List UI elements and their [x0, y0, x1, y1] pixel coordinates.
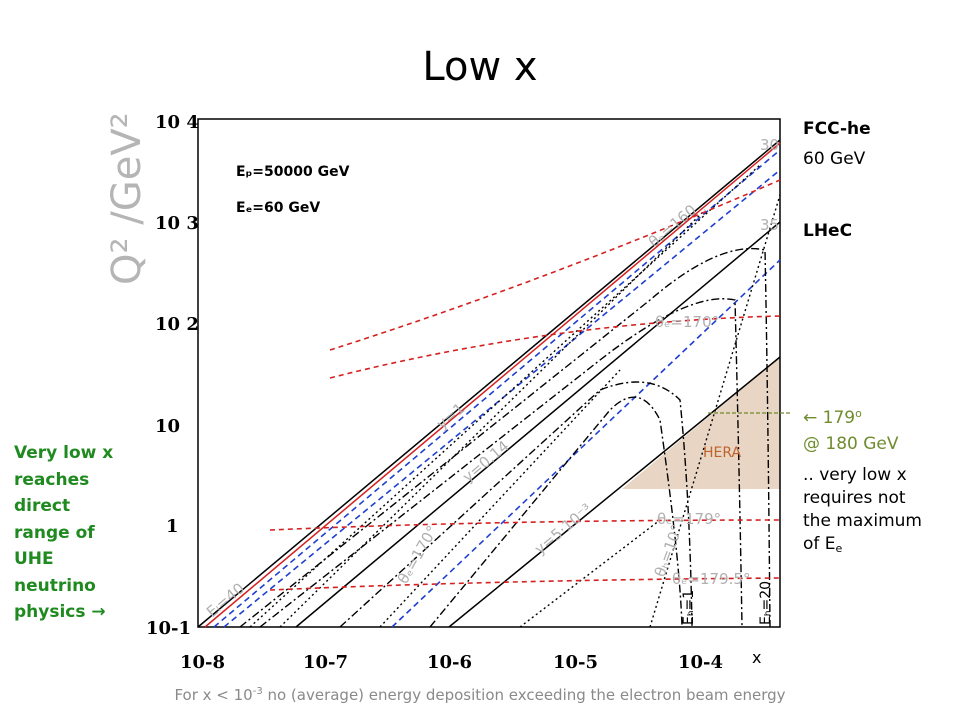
annotation-30: 30: [760, 136, 779, 154]
angle-curve: [239, 247, 771, 628]
annotation-eh20: Eₕ=20: [758, 581, 774, 625]
annotation-theta170-top: θₑ=170°: [655, 313, 719, 331]
red-angle-curve: [329, 179, 781, 351]
kinematic-line: [295, 221, 781, 628]
left-note-line: direct: [14, 496, 71, 516]
plot-frame: [197, 118, 781, 628]
hera-label: HERA: [703, 445, 742, 461]
red-angle-curve: [269, 519, 781, 531]
blue-dashed-lines: [213, 149, 781, 628]
note-line-text: of E: [803, 534, 836, 554]
lhec-label: LHeC: [803, 220, 852, 243]
dotted-lines: [249, 164, 781, 628]
dotted-line: [279, 209, 706, 628]
note-line: of Ee: [803, 533, 922, 560]
fcc-he-label: FCC-he: [803, 118, 871, 141]
angle-curve: [429, 396, 683, 628]
x-tick-label: 10-4: [678, 652, 723, 673]
left-note-line: UHE: [14, 549, 54, 569]
blue-line: [213, 149, 781, 628]
fcc-title: FCC-he: [803, 119, 871, 139]
annotation-theta179: θₑ=179°: [657, 510, 721, 528]
fcc-energy-label: 60 GeV: [803, 148, 865, 171]
annotation-theta170-low: θₑ=170°: [394, 522, 442, 587]
footnote: For x < 10-3 no (average) energy deposit…: [0, 686, 960, 704]
x-tick-label: 10-5: [553, 652, 598, 673]
annotation-35: 35: [760, 216, 779, 234]
note-line: the maximum: [803, 511, 922, 531]
left-note-line: physics →: [14, 602, 106, 622]
page-title: Low x: [422, 44, 538, 90]
fcc-energy: 60 GeV: [803, 149, 866, 169]
lhec-text: LHeC: [803, 221, 853, 241]
x-tick-label: 10-7: [303, 652, 348, 673]
left-note-line: Very low x: [14, 443, 114, 463]
y-tick-label: 10 2: [155, 314, 199, 335]
x-tick-label: 10-6: [427, 652, 472, 673]
footnote-post: no (average) energy deposition exceeding…: [262, 686, 786, 704]
left-note-line: neutrino: [14, 575, 96, 596]
y-tick-label: 10: [155, 416, 180, 437]
annotation-e40: Eₗ=40: [203, 579, 248, 621]
y-tick-label: 10 4: [155, 112, 199, 133]
kinematic-line: [197, 139, 781, 628]
red-angle-curve: [269, 577, 781, 591]
y-tick-label: 10-1: [146, 618, 191, 639]
red-dashed-curves: [269, 179, 781, 591]
left-note-line: reaches: [14, 469, 90, 490]
red-boundary-line: [204, 142, 781, 628]
angle-marker-label: ← 179o: [803, 402, 862, 430]
y-tick-label: 10 3: [155, 213, 199, 234]
y-tick-label: 1: [166, 516, 179, 537]
degree-sup: o: [855, 407, 862, 420]
footnote-sup: -3: [252, 686, 263, 697]
x-tick-label: 10-8: [180, 652, 225, 673]
annotation-y5e3: y=5·10⁻³: [531, 500, 595, 558]
red-angle-curve: [329, 315, 781, 379]
very-low-x-note: .. very low x requires not the maximum o…: [803, 464, 922, 560]
y-tick-labels: 10 4 10 3 10 2 10 1 10-1: [146, 112, 199, 639]
x-axis-label: x: [752, 648, 761, 667]
beam-label-proton: Eₚ=50000 GeV: [236, 164, 350, 180]
dotted-line: [649, 194, 781, 628]
annotation-theta1795: θₑ=179.5°: [672, 570, 750, 588]
left-note-line: range of: [14, 522, 95, 543]
energy-180-label: @ 180 GeV: [803, 433, 899, 456]
note-line: requires not: [803, 488, 906, 508]
x-tick-labels: 10-8 10-7 10-6 10-5 10-4: [180, 652, 723, 673]
energy-annotations: Eₕ=1 Eₕ=20: [681, 581, 774, 625]
note-sub: e: [835, 542, 843, 555]
note-line: .. very low x: [803, 465, 907, 485]
y-axis-label: Q² /GeV²: [104, 112, 150, 285]
footnote-pre: For x < 10: [174, 686, 253, 704]
annotation-eh1: Eₕ=1: [681, 590, 697, 625]
dotted-line: [519, 519, 661, 628]
beam-label-electron: Eₑ=60 GeV: [236, 200, 320, 216]
angle-179: ← 179: [803, 408, 856, 428]
energy-180: @ 180 GeV: [803, 434, 899, 454]
uhe-neutrino-note: Very low x reaches direct range of UHE n…: [14, 440, 113, 626]
dotted-line: [379, 369, 621, 628]
blue-line: [391, 259, 781, 628]
